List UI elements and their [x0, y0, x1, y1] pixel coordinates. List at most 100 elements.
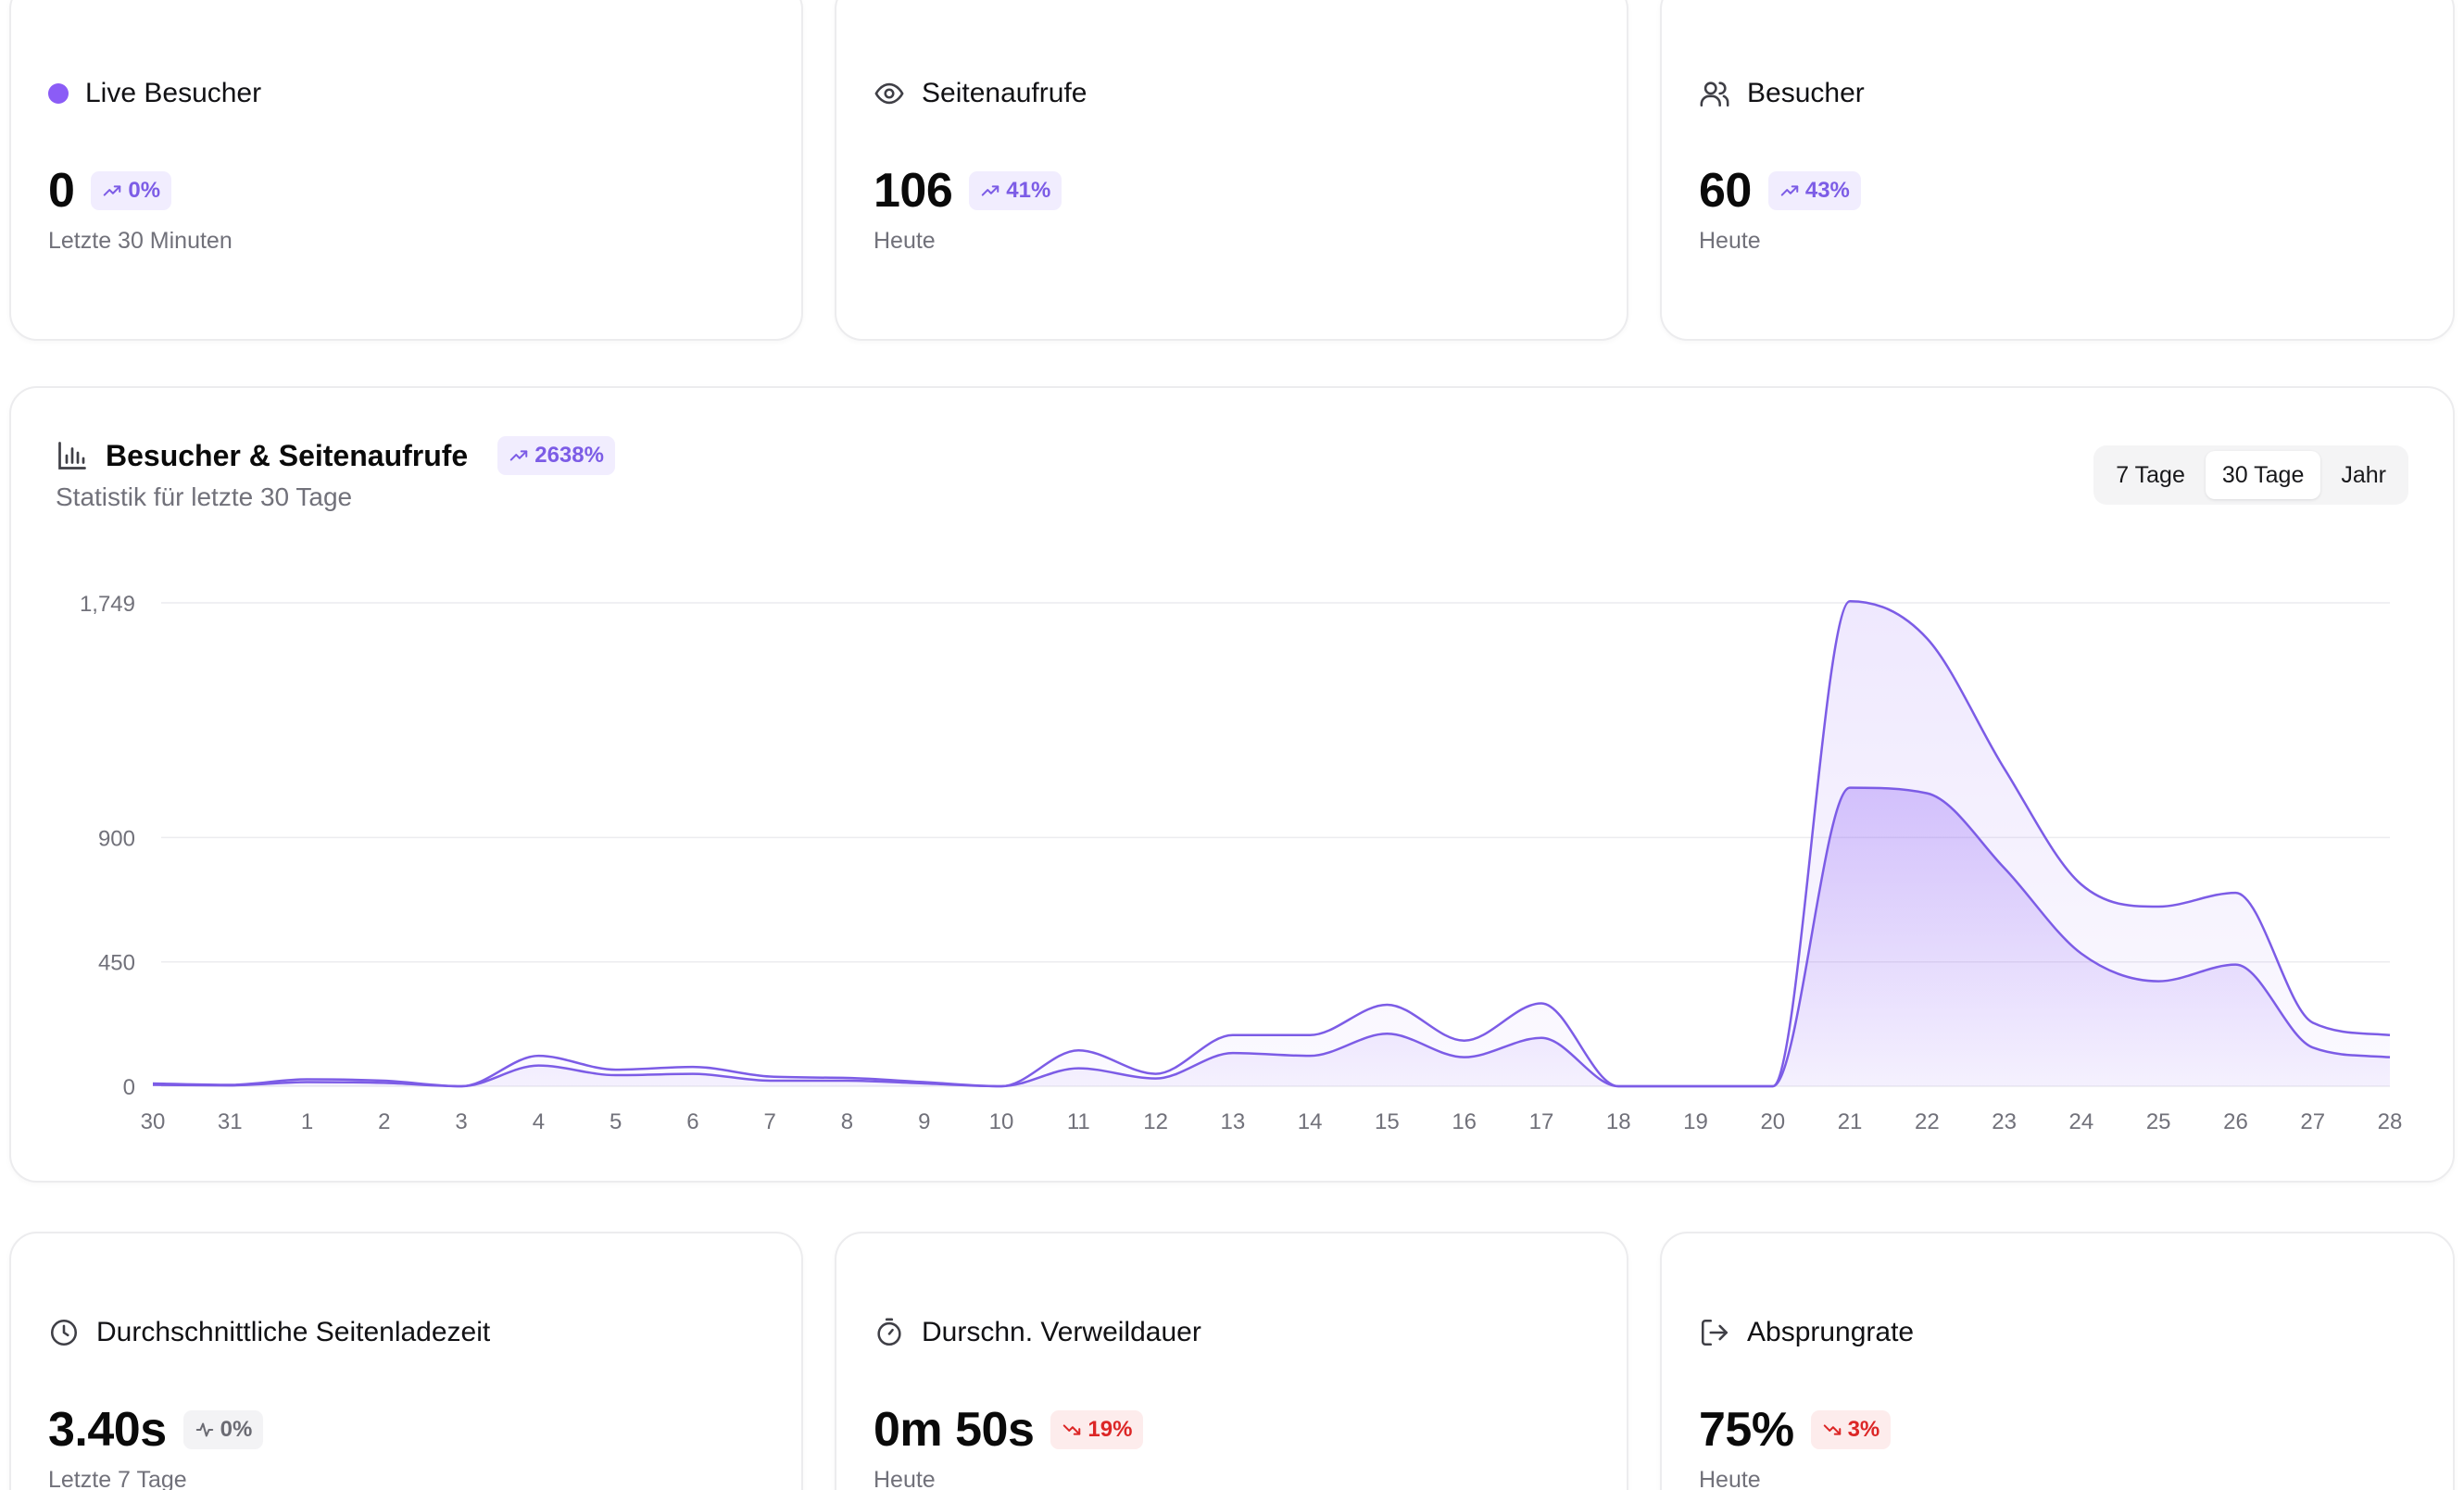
stopwatch-icon — [877, 1318, 901, 1346]
value-row: 3.40s 0% — [48, 1406, 264, 1454]
series-area — [153, 787, 2390, 1086]
card-caption: Letzte 30 Minuten — [48, 228, 233, 254]
value-row: 75% 3% — [1699, 1403, 1892, 1457]
trending-down-icon — [1063, 1424, 1081, 1435]
logout-icon — [1701, 1319, 1729, 1346]
trend-badge: 0% — [91, 171, 172, 210]
card-header: Seitenaufrufe — [874, 78, 1087, 109]
activity-icon — [195, 1422, 213, 1437]
trending-up-icon — [1780, 185, 1799, 196]
eye-icon — [874, 82, 904, 105]
trend-badge: 41% — [969, 171, 1062, 210]
x-tick-label: 21 — [1838, 1109, 1863, 1134]
chart-subtitle: Statistik für letzte 30 Tage — [56, 482, 353, 511]
pageviews-card: Seitenaufrufe 106 41% Heute — [835, 0, 1628, 341]
y-tick-label: 0 — [123, 1075, 135, 1100]
users-icon — [1700, 81, 1729, 107]
x-tick-label: 3 — [455, 1109, 467, 1134]
x-tick-label: 15 — [1375, 1109, 1400, 1134]
x-tick-label: 9 — [918, 1109, 930, 1134]
trend-badge: 43% — [1767, 171, 1861, 210]
trend-badge: 2638% — [497, 436, 615, 475]
x-tick-label: 14 — [1298, 1109, 1323, 1134]
kpi-value: 0 — [48, 164, 75, 218]
load-time-card: Durchschnittliche Seitenladezeit 3.40s 0… — [9, 1232, 803, 1490]
trend-badge: 3% — [1810, 1410, 1892, 1449]
x-tick-label: 22 — [1915, 1109, 1940, 1134]
x-tick-label: 18 — [1606, 1109, 1631, 1134]
y-tick-label: 1,749 — [80, 592, 135, 617]
value-row: 106 41% — [874, 167, 1062, 215]
x-tick-label: 1 — [301, 1109, 313, 1134]
x-tick-label: 2 — [378, 1109, 390, 1134]
trend-badge: 0% — [182, 1410, 264, 1449]
x-tick-label: 12 — [1143, 1109, 1168, 1134]
trending-up-icon — [104, 185, 121, 196]
trending-up-icon — [982, 185, 999, 196]
card-label: Besucher — [1747, 78, 1865, 108]
value-row: 60 43% — [1699, 167, 1861, 215]
card-header: Durschn. Verweildauer — [874, 1317, 1201, 1348]
badge-value: 2638% — [534, 443, 604, 468]
x-tick-label: 19 — [1683, 1109, 1708, 1134]
series-line — [152, 599, 2391, 1088]
card-label: Seitenaufrufe — [922, 78, 1087, 108]
live-visitors-card: Live Besucher 0 0% Letzte 30 Minuten — [9, 0, 803, 341]
bar-chart-icon — [58, 442, 86, 470]
x-tick-label: 4 — [533, 1109, 545, 1134]
x-tick-label: 27 — [2300, 1109, 2325, 1134]
visitors-card: Besucher 60 43% Heute — [1660, 0, 2455, 341]
kpi-value: 0m 50s — [874, 1403, 1035, 1457]
x-tick-label: 7 — [764, 1109, 776, 1134]
card-header: Besucher — [1699, 78, 1865, 109]
range-year-button[interactable]: Jahr — [2341, 461, 2386, 488]
card-header: Absprungrate — [1699, 1317, 1914, 1348]
card-caption: Heute — [1699, 228, 1761, 254]
x-tick-label: 10 — [989, 1109, 1014, 1134]
trending-down-icon — [1823, 1424, 1841, 1435]
x-tick-label: 24 — [2069, 1109, 2094, 1134]
clock-icon — [50, 1319, 78, 1346]
x-tick-label: 20 — [1760, 1109, 1785, 1134]
kpi-value: 60 — [1699, 164, 1752, 218]
badge-value: 19% — [1087, 1417, 1133, 1442]
x-tick-label: 6 — [686, 1109, 698, 1134]
x-tick-label: 16 — [1452, 1109, 1477, 1134]
dwell-time-card: Durschn. Verweildauer 0m 50s 19% Heute — [835, 1232, 1628, 1490]
range-7-days-button[interactable]: 7 Tage — [2116, 461, 2185, 488]
card-label: Absprungrate — [1747, 1317, 1915, 1347]
card-caption: Heute — [1699, 1467, 1761, 1490]
card-header: Live Besucher — [48, 78, 261, 109]
badge-value: 3% — [1847, 1417, 1880, 1442]
y-tick-label: 900 — [98, 826, 135, 851]
kpi-value: 75% — [1699, 1403, 1794, 1457]
card-caption: Heute — [874, 1467, 936, 1490]
chart-header: Besucher & Seitenaufrufe 2638% — [56, 436, 615, 475]
bounce-rate-card: Absprungrate 75% 3% Heute — [1660, 1232, 2455, 1490]
x-tick-label: 30 — [141, 1109, 166, 1134]
card-label: Durschn. Verweildauer — [922, 1317, 1201, 1347]
trending-up-icon — [509, 450, 528, 461]
x-tick-label: 11 — [1067, 1109, 1090, 1134]
x-tick-label: 28 — [2378, 1109, 2403, 1134]
x-tick-label: 13 — [1221, 1109, 1246, 1134]
range-30-days-button[interactable]: 30 Tage — [2205, 451, 2321, 499]
badge-value: 0% — [128, 178, 161, 203]
card-caption: Letzte 7 Tage — [48, 1467, 187, 1490]
card-label: Live Besucher — [85, 78, 262, 108]
x-tick-label: 8 — [841, 1109, 853, 1134]
x-tick-label: 26 — [2223, 1109, 2248, 1134]
card-header: Durchschnittliche Seitenladezeit — [48, 1317, 490, 1348]
x-tick-label: 31 — [218, 1109, 243, 1134]
trend-badge: 19% — [1050, 1410, 1144, 1449]
x-tick-label: 25 — [2146, 1109, 2171, 1134]
y-tick-label: 450 — [98, 951, 135, 976]
x-tick-label: 23 — [1992, 1109, 2017, 1134]
visitors-pageviews-chart-card: Besucher & Seitenaufrufe 2638% Statistik… — [9, 386, 2455, 1183]
badge-value: 41% — [1006, 178, 1051, 203]
card-caption: Heute — [874, 228, 936, 254]
value-row: 0 0% — [48, 164, 172, 218]
x-tick-label: 5 — [610, 1109, 622, 1134]
live-dot-icon — [48, 83, 69, 104]
